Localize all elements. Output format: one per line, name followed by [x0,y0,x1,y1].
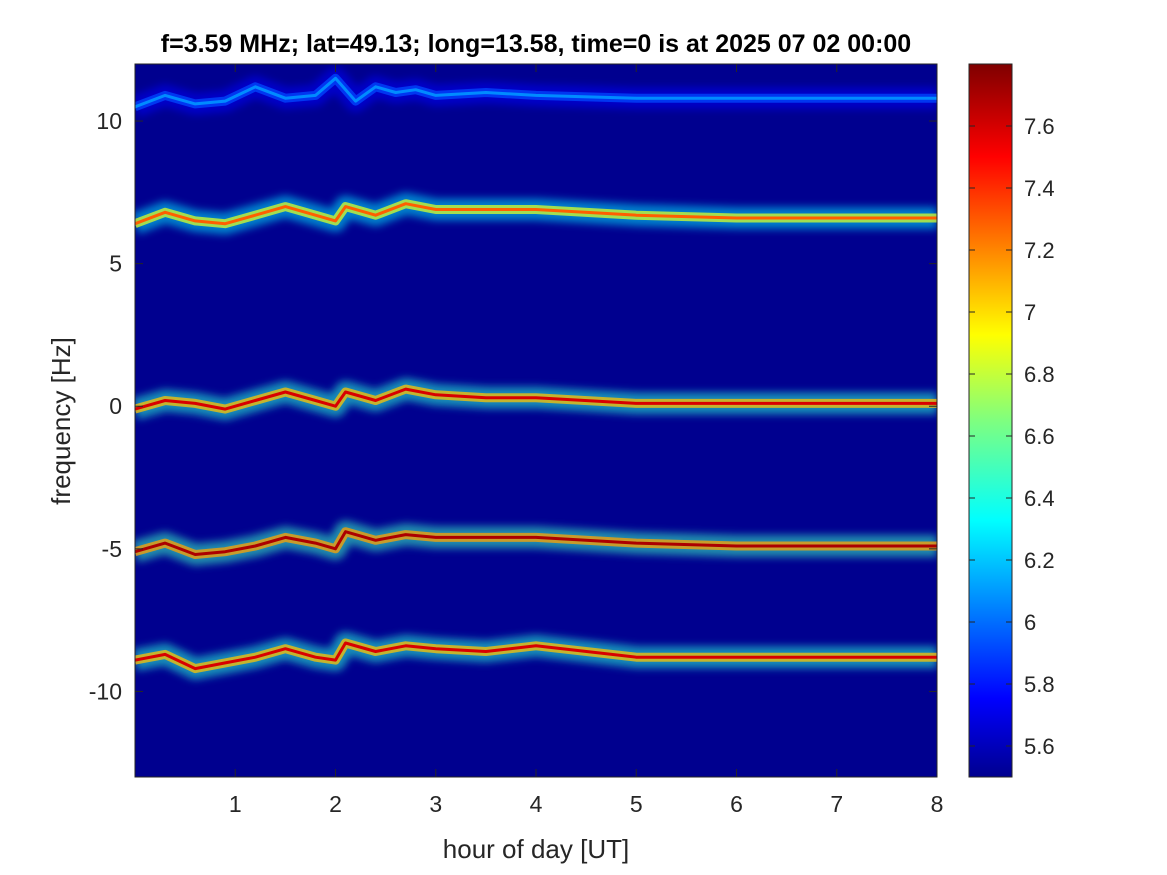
plot-frame [134,63,938,778]
colorbar-tick-label: 6.6 [1024,424,1055,449]
y-tick-label: -5 [102,536,122,562]
colorbar-tick-label: 7.6 [1024,114,1055,139]
plot-area [135,64,937,777]
y-tick-label: -10 [89,678,122,704]
colorbar-tick-label: 7.4 [1024,176,1055,201]
colorbar-tick-label: 6.2 [1024,548,1055,573]
trace-core-3 [135,202,937,226]
y-axis-ticks: 10 5 0 -5 -10 [89,108,937,704]
x-tick-label: 1 [229,791,242,817]
y-tick-label: 0 [109,393,122,419]
x-tick-label: 6 [730,791,743,817]
colorbar-tick-label: 6.8 [1024,362,1055,387]
colorbar-tick-label: 7 [1024,300,1036,325]
y-axis-label: frequency [Hz] [46,337,76,505]
y-tick-label: 10 [96,108,122,134]
trace-core-2 [135,387,937,411]
x-tick-label: 4 [530,791,543,817]
x-axis-label: hour of day [UT] [443,834,629,864]
colorbar-tick-label: 6 [1024,610,1036,635]
trace-core-1 [135,530,937,556]
colorbar-ticks: 5.6 5.8 6 6.2 6.4 6.6 6.8 7 7.2 7.4 7.6 [969,114,1055,759]
x-axis-ticks: 1 2 3 4 5 6 7 8 [229,64,944,817]
chart-title: f=3.59 MHz; lat=49.13; long=13.58, time=… [161,30,911,58]
colorbar [968,63,1013,778]
colorbar-tick-label: 5.8 [1024,672,1055,697]
colorbar-tick-label: 6.4 [1024,486,1055,511]
trace-core-4 [135,76,937,109]
trace-core-0 [135,641,937,671]
colorbar-tick-label: 7.2 [1024,238,1055,263]
x-tick-label: 5 [630,791,643,817]
colorbar-tick-label: 5.6 [1024,734,1055,759]
spectrogram-traces [135,67,937,680]
x-tick-label: 8 [931,791,944,817]
x-tick-label: 2 [329,791,342,817]
x-tick-label: 3 [429,791,442,817]
x-tick-label: 7 [830,791,843,817]
y-tick-label: 5 [109,251,122,277]
